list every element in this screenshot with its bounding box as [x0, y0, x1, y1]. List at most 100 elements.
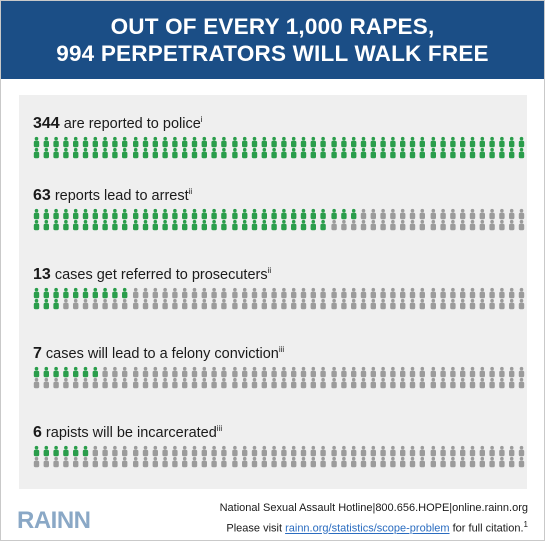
person-icon-highlight	[380, 147, 386, 159]
person-icon-highlight	[102, 147, 108, 159]
person-icon-highlight	[221, 219, 227, 231]
person-icon-highlight	[232, 136, 238, 148]
person-icon-highlight	[351, 208, 357, 220]
person-icon	[419, 219, 425, 231]
person-icon-highlight	[211, 136, 217, 148]
person-icon	[201, 287, 207, 299]
person-icon	[489, 377, 495, 389]
person-icon	[211, 456, 217, 468]
person-icon	[221, 366, 227, 378]
person-icon-highlight	[331, 208, 337, 220]
person-icon-highlight	[172, 219, 178, 231]
person-icon	[331, 456, 337, 468]
person-icon	[489, 298, 495, 310]
person-icon-highlight	[430, 136, 436, 148]
person-icon	[360, 445, 367, 457]
person-icon	[331, 445, 337, 457]
person-icon-highlight	[320, 219, 326, 231]
person-icon	[499, 287, 505, 299]
person-icon	[400, 377, 406, 389]
person-icon	[370, 287, 376, 299]
person-icon-highlight	[518, 136, 525, 148]
person-icon	[102, 377, 108, 389]
person-icon	[419, 445, 425, 457]
person-icon	[73, 456, 79, 468]
person-icon	[182, 456, 188, 468]
person-icon	[172, 366, 178, 378]
person-icon	[331, 219, 337, 231]
person-icon-highlight	[291, 147, 297, 159]
person-icon	[300, 445, 307, 457]
person-icon	[82, 456, 89, 468]
person-icon	[440, 377, 446, 389]
person-icon	[390, 377, 396, 389]
person-icon	[460, 219, 466, 231]
person-icon	[142, 377, 149, 389]
person-icon-highlight	[191, 208, 198, 220]
person-icon-highlight	[489, 147, 495, 159]
person-icon-highlight	[409, 136, 416, 148]
person-icon-highlight	[261, 208, 267, 220]
person-icon-highlight	[43, 136, 49, 148]
person-icon-highlight	[460, 147, 466, 159]
person-icon-highlight	[102, 287, 108, 299]
person-icon-highlight	[450, 136, 456, 148]
stat-text: rapists will be incarcerated	[41, 425, 217, 441]
person-icon	[489, 456, 495, 468]
person-icon	[271, 377, 277, 389]
person-icon	[351, 298, 357, 310]
person-icon	[201, 445, 207, 457]
person-icon	[479, 377, 485, 389]
person-icon	[251, 366, 258, 378]
person-icon-highlight	[251, 208, 258, 220]
person-icon-highlight	[291, 136, 297, 148]
person-icon	[242, 366, 248, 378]
person-icon	[400, 366, 406, 378]
stat-note: ii	[267, 266, 272, 276]
person-icon	[489, 208, 495, 220]
person-icon	[460, 456, 466, 468]
citation-link[interactable]: rainn.org/statistics/scope-problem	[285, 522, 450, 535]
person-icon	[281, 445, 287, 457]
person-icon-highlight	[242, 147, 248, 159]
person-icon	[102, 456, 108, 468]
person-icon	[341, 366, 347, 378]
person-icon	[400, 219, 406, 231]
person-icon	[43, 456, 49, 468]
person-icon	[53, 377, 59, 389]
person-icon	[499, 219, 505, 231]
person-icon	[370, 377, 376, 389]
person-icon	[460, 366, 466, 378]
person-icon-highlight	[261, 136, 267, 148]
person-icon-highlight	[43, 287, 49, 299]
person-icon-highlight	[221, 136, 227, 148]
person-icon	[112, 366, 118, 378]
person-icon	[122, 445, 128, 457]
person-icon-highlight	[211, 219, 217, 231]
person-icon	[182, 287, 188, 299]
person-icon-highlight	[271, 208, 277, 220]
person-icon-highlight	[489, 136, 495, 148]
person-icon-highlight	[242, 219, 248, 231]
person-icon	[92, 298, 98, 310]
person-icon	[499, 208, 505, 220]
person-icon-highlight	[320, 136, 326, 148]
person-icon	[509, 219, 515, 231]
person-icon	[191, 445, 198, 457]
person-icon	[242, 456, 248, 468]
person-icon	[479, 445, 485, 457]
person-icon-highlight	[82, 219, 89, 231]
person-icon	[360, 456, 367, 468]
person-icon-highlight	[82, 445, 89, 457]
person-icon	[261, 366, 267, 378]
citation-suffix: for full citation.	[449, 522, 524, 535]
person-icon	[112, 456, 118, 468]
person-icon	[191, 456, 198, 468]
person-icon-highlight	[261, 219, 267, 231]
person-icon	[162, 366, 168, 378]
person-icon-highlight	[162, 147, 168, 159]
person-icon	[518, 456, 525, 468]
person-icon	[112, 377, 118, 389]
person-icon	[211, 445, 217, 457]
person-icon	[310, 287, 316, 299]
